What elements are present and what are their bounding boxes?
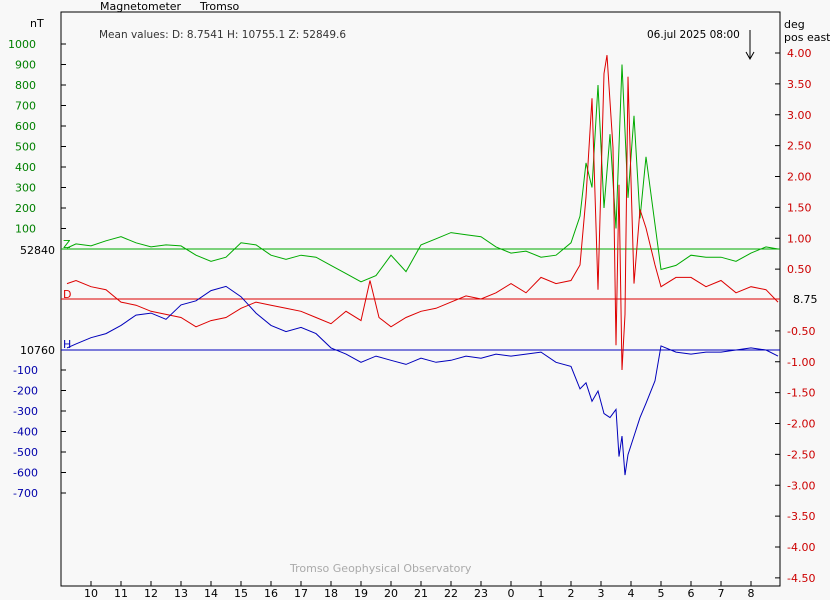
header: Magnetometer Tromso Mean values: D: 8.75…: [99, 0, 755, 61]
d-base-label: 8.75: [793, 293, 818, 306]
station-name: Tromso: [199, 0, 240, 13]
x-tick-label: 5: [658, 587, 665, 600]
x-tick-label: 7: [718, 587, 725, 600]
x-tick-label: 21: [414, 587, 428, 600]
series-lines: [66, 55, 779, 476]
x-tick-label: 15: [234, 587, 248, 600]
x-tick-label: 2: [568, 587, 575, 600]
right-tick-label: -4.00: [787, 541, 815, 554]
x-tick-label: 18: [324, 587, 338, 600]
x-tick-label: 17: [294, 587, 308, 600]
right-tick-label: 3.00: [787, 109, 812, 122]
x-tick-label: 11: [114, 587, 128, 600]
x-tick-label: 4: [628, 587, 635, 600]
left-tick-label-blue: -400: [13, 426, 38, 439]
right-tick-label: -3.00: [787, 479, 815, 492]
x-tick-label: 1: [538, 587, 545, 600]
right-tick-label: -3.50: [787, 510, 815, 523]
mean-values: Mean values: D: 8.7541 H: 10755.1 Z: 528…: [99, 29, 346, 41]
chart-title: Magnetometer: [100, 0, 182, 13]
right-tick-label: -4.50: [787, 572, 815, 585]
series-line-h: [66, 285, 779, 476]
left-tick-label-green: 900: [15, 59, 36, 72]
left-tick-label-green: 100: [15, 223, 36, 236]
h-marker: H: [63, 338, 71, 351]
right-tick-label: 1.50: [787, 201, 812, 214]
x-tick-label: 6: [688, 587, 695, 600]
right-unit-label-deg: deg: [784, 18, 805, 31]
right-tick-label: -1.00: [787, 356, 815, 369]
axis-ticks: 10 11 12 13 14 15 16 17 18 19 20 21 22 23 0 1 2 3 4 5 6 7 8100…: [8, 38, 815, 600]
x-tick-label: 16: [264, 587, 278, 600]
x-tick-label: 0: [508, 587, 515, 600]
x-tick-label: 23: [474, 587, 488, 600]
h-base-label: 10760: [20, 344, 55, 357]
left-tick-label-green: 500: [15, 141, 36, 154]
left-tick-label-green: 1000: [8, 38, 36, 51]
series-line-z: [66, 64, 779, 283]
x-tick-label: 8: [748, 587, 755, 600]
d-marker: D: [63, 288, 71, 301]
right-tick-label: -0.50: [787, 325, 815, 338]
right-tick-label: 3.50: [787, 78, 812, 91]
left-tick-label-blue: -300: [13, 405, 38, 418]
x-tick-label: 14: [204, 587, 218, 600]
baselines: [61, 248, 780, 351]
series-line-d: [66, 55, 779, 371]
left-tick-label-blue: -700: [13, 487, 38, 500]
right-tick-label: 0.50: [787, 263, 812, 276]
left-tick-label-green: 700: [15, 100, 36, 113]
right-tick-label: 4.00: [787, 47, 812, 60]
right-tick-label: 1.00: [787, 232, 812, 245]
left-tick-label-green: 200: [15, 202, 36, 215]
x-tick-label: 13: [174, 587, 188, 600]
right-tick-label: 2.50: [787, 140, 812, 153]
right-tick-label: 2.00: [787, 171, 812, 184]
z-base-label: 52840: [20, 244, 55, 257]
right-tick-label: -2.00: [787, 418, 815, 431]
left-tick-label-blue: -100: [13, 364, 38, 377]
left-tick-label-green: 800: [15, 79, 36, 92]
left-unit-label: nT: [30, 17, 44, 30]
left-tick-label-blue: -500: [13, 446, 38, 459]
z-marker: Z: [63, 238, 71, 251]
x-tick-label: 22: [444, 587, 458, 600]
down-arrow-icon: [745, 30, 755, 61]
x-tick-label: 3: [598, 587, 605, 600]
left-tick-label-green: 300: [15, 182, 36, 195]
left-tick-label-green: 400: [15, 161, 36, 174]
left-tick-label-green: 600: [15, 120, 36, 133]
left-tick-label-blue: -600: [13, 467, 38, 480]
x-tick-label: 10: [84, 587, 98, 600]
left-tick-label-blue: -200: [13, 385, 38, 398]
x-tick-label: 19: [354, 587, 368, 600]
right-tick-label: -1.50: [787, 387, 815, 400]
datetime-label: 06.jul 2025 08:00: [647, 29, 740, 41]
right-tick-label: -2.50: [787, 448, 815, 461]
x-tick-label: 20: [384, 587, 398, 600]
x-tick-label: 12: [144, 587, 158, 600]
right-unit-label-pos-east: pos east: [784, 31, 830, 44]
footer-credit: Tromso Geophysical Observatory: [289, 562, 472, 575]
